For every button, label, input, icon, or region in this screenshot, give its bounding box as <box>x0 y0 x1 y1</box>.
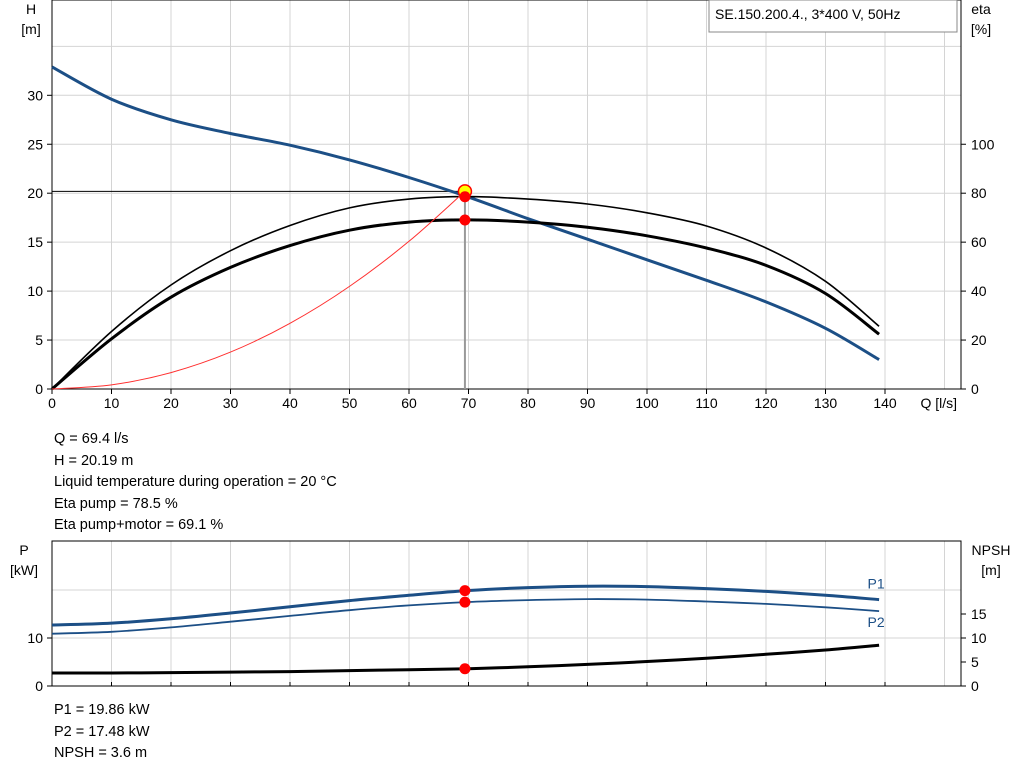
y-tick-label: 15 <box>27 234 43 250</box>
y2-tick-label: 60 <box>971 234 987 250</box>
info-q: Q = 69.4 l/s <box>54 431 129 447</box>
x-tick-label: 30 <box>223 395 239 411</box>
x-tick-label: 80 <box>520 395 536 411</box>
info-p1: P1 = 19.86 kW <box>54 702 150 718</box>
x-tick-label: 130 <box>814 395 838 411</box>
series-label-p2: P2 <box>867 614 884 630</box>
npsh-marker <box>459 663 471 675</box>
info-p2: P2 = 17.48 kW <box>54 723 150 740</box>
y-tick-label: 5 <box>35 332 43 348</box>
y2-axis-label: eta <box>971 1 991 17</box>
y-tick-label: 10 <box>27 283 43 299</box>
y-axis-label: H <box>26 1 36 17</box>
system-curve <box>51 190 466 390</box>
y-tick-label: 25 <box>27 136 43 152</box>
y2-tick-label: 10 <box>971 630 987 646</box>
y-tick-label: 10 <box>27 630 43 646</box>
chart-title: SE.150.200.4., 3*400 V, 50Hz <box>715 6 901 22</box>
info-eta-pump-motor: Eta pump+motor = 69.1 % <box>54 517 224 533</box>
power-npsh-chart: 0 10 0 5 10 15 P [kW] NPSH [m] P1 P2 <box>10 540 1011 694</box>
y2-tick-label: 100 <box>971 136 995 152</box>
info-npsh: NPSH = 3.6 m <box>54 745 148 761</box>
y-tick-label: 20 <box>27 185 43 201</box>
y2-tick-label: 40 <box>971 283 987 299</box>
y-axis-unit: [m] <box>21 21 40 37</box>
y2-tick-label: 5 <box>971 654 979 670</box>
y-tick-label: 0 <box>35 381 43 397</box>
duty-point-info: Q = 69.4 l/s H = 20.19 m Liquid temperat… <box>54 429 337 537</box>
y2-axis-unit: [%] <box>971 21 991 37</box>
power-info: P1 = 19.86 kW P2 = 17.48 kW NPSH = 3.6 m <box>54 700 150 765</box>
y2-tick-label: 0 <box>971 381 979 397</box>
y2-tick-label: 0 <box>971 678 979 694</box>
series-label-p1: P1 <box>867 576 884 592</box>
x-axis-label: Q [l/s] <box>920 395 957 411</box>
x-tick-label: 50 <box>342 395 358 411</box>
x-tick-label: 60 <box>401 395 417 411</box>
eta-pump-motor-marker <box>459 214 471 226</box>
title-box <box>708 0 958 33</box>
x-tick-label: 0 <box>48 395 56 411</box>
x-tick-label: 120 <box>754 395 778 411</box>
y-tick-label: 30 <box>27 87 43 103</box>
x-tick-label: 90 <box>580 395 596 411</box>
y2-tick-label: 20 <box>971 332 987 348</box>
x-tick-label: 20 <box>163 395 179 411</box>
p2-marker <box>459 596 471 608</box>
x-tick-label: 70 <box>461 395 477 411</box>
x-tick-label: 40 <box>282 395 298 411</box>
eta-pump-marker <box>459 191 471 203</box>
y2-axis-label: NPSH <box>972 542 1011 558</box>
x-tick-label: 140 <box>873 395 897 411</box>
y-axis-unit: [kW] <box>10 562 38 578</box>
info-liquid-temperature: Liquid temperature during operation = 20… <box>54 474 337 490</box>
info-h: H = 20.19 m <box>54 452 134 469</box>
x-tick-label: 100 <box>635 395 659 411</box>
x-tick-label: 110 <box>695 395 718 411</box>
info-eta-pump: Eta pump = 78.5 % <box>54 495 178 512</box>
plot-frame <box>51 0 962 390</box>
y-tick-label: 0 <box>35 678 43 694</box>
plot-frame <box>51 540 962 687</box>
p1-marker <box>459 585 471 597</box>
y-axis-label: P <box>19 542 28 558</box>
y2-tick-label: 15 <box>971 606 987 622</box>
y2-axis-unit: [m] <box>981 562 1000 578</box>
y2-tick-label: 80 <box>971 185 987 201</box>
x-tick-label: 10 <box>104 395 120 411</box>
performance-chart: 0 10 20 30 40 50 60 70 80 90 100 110 120 130 140 0 5 10 15… <box>21 0 995 411</box>
